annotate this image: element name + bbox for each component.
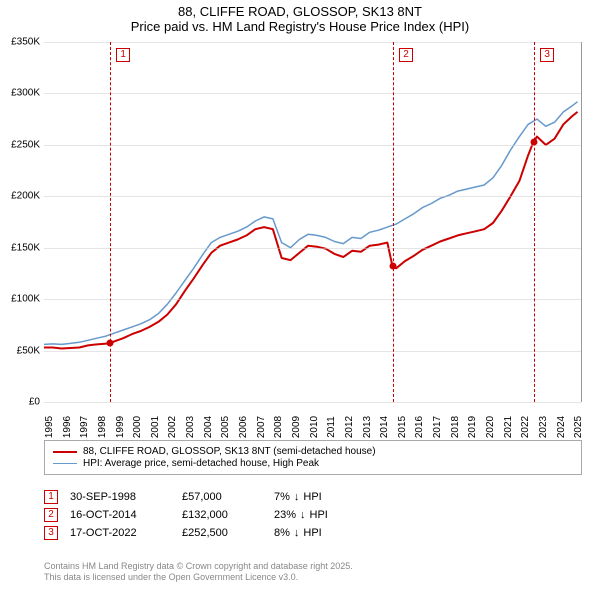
sale-marker-line xyxy=(534,42,535,402)
y-tick-label: £100K xyxy=(0,294,40,305)
sales-num-badge: 2 xyxy=(44,508,58,522)
arrow-down-icon: ↓ xyxy=(300,509,306,521)
sales-diff: 7% ↓HPI xyxy=(274,491,322,503)
x-tick-label: 2012 xyxy=(344,416,355,438)
x-tick-label: 2024 xyxy=(556,416,567,438)
footnote-line2: This data is licensed under the Open Gov… xyxy=(44,572,353,584)
x-tick-label: 1997 xyxy=(79,416,90,438)
x-tick-label: 2019 xyxy=(467,416,478,438)
x-tick-label: 1999 xyxy=(115,416,126,438)
sales-date: 16-OCT-2014 xyxy=(70,509,170,521)
sales-price: £57,000 xyxy=(182,491,262,503)
chart-title-main: 88, CLIFFE ROAD, GLOSSOP, SK13 8NT xyxy=(0,4,600,19)
sales-date: 17-OCT-2022 xyxy=(70,527,170,539)
x-tick-label: 2000 xyxy=(132,416,143,438)
gridline-h xyxy=(44,402,581,403)
gridline-h xyxy=(44,196,581,197)
legend-label: HPI: Average price, semi-detached house,… xyxy=(83,458,319,469)
sales-diff-pct: 7% xyxy=(274,491,290,503)
y-tick-label: £150K xyxy=(0,242,40,253)
sale-marker-dot xyxy=(390,263,397,270)
sales-diff-vs: HPI xyxy=(303,527,321,539)
legend-swatch xyxy=(53,463,77,464)
x-tick-label: 2001 xyxy=(150,416,161,438)
sales-row: 1 30-SEP-1998 £57,000 7% ↓HPI xyxy=(44,490,582,504)
sales-num-badge: 3 xyxy=(44,526,58,540)
chart-area: £0£50K£100K£150K£200K£250K£300K£350K1995… xyxy=(44,42,582,402)
gridline-h xyxy=(44,145,581,146)
x-tick-label: 2006 xyxy=(238,416,249,438)
sales-diff-pct: 23% xyxy=(274,509,296,521)
chart-title-sub: Price paid vs. HM Land Registry's House … xyxy=(0,19,600,34)
sale-marker-label: 2 xyxy=(399,48,413,62)
chart-svg xyxy=(44,42,581,402)
legend-swatch xyxy=(53,451,77,453)
sales-diff: 8% ↓HPI xyxy=(274,527,322,539)
footnote: Contains HM Land Registry data © Crown c… xyxy=(44,561,353,584)
gridline-h xyxy=(44,42,581,43)
x-tick-label: 2018 xyxy=(450,416,461,438)
legend-row: HPI: Average price, semi-detached house,… xyxy=(53,458,573,469)
sale-marker-line xyxy=(110,42,111,402)
gridline-h xyxy=(44,93,581,94)
x-tick-label: 1998 xyxy=(97,416,108,438)
x-tick-label: 2011 xyxy=(326,416,337,438)
legend-row: 88, CLIFFE ROAD, GLOSSOP, SK13 8NT (semi… xyxy=(53,446,573,457)
y-tick-label: £50K xyxy=(0,345,40,356)
x-tick-label: 2022 xyxy=(520,416,531,438)
sale-marker-line xyxy=(393,42,394,402)
x-tick-label: 2007 xyxy=(256,416,267,438)
sales-diff-vs: HPI xyxy=(303,491,321,503)
x-tick-label: 2016 xyxy=(414,416,425,438)
x-tick-label: 2008 xyxy=(273,416,284,438)
arrow-down-icon: ↓ xyxy=(294,527,300,539)
sales-table: 130-SEP-1998£57,0007%↓HPI216-OCT-2014£13… xyxy=(44,486,582,544)
x-tick-label: 2004 xyxy=(203,416,214,438)
x-tick-label: 2002 xyxy=(167,416,178,438)
sale-marker-label: 1 xyxy=(116,48,130,62)
y-tick-label: £250K xyxy=(0,139,40,150)
y-tick-label: £350K xyxy=(0,37,40,48)
legend-box: 88, CLIFFE ROAD, GLOSSOP, SK13 8NT (semi… xyxy=(44,440,582,475)
y-tick-label: £200K xyxy=(0,191,40,202)
x-tick-label: 2023 xyxy=(538,416,549,438)
sales-price: £252,500 xyxy=(182,527,262,539)
x-tick-label: 1996 xyxy=(62,416,73,438)
sales-diff: 23% ↓ HPI xyxy=(274,509,328,521)
y-tick-label: £300K xyxy=(0,88,40,99)
sales-num-badge: 1 xyxy=(44,490,58,504)
sales-diff-pct: 8% xyxy=(274,527,290,539)
sales-date: 30-SEP-1998 xyxy=(70,491,170,503)
x-tick-label: 2009 xyxy=(291,416,302,438)
sale-marker-dot xyxy=(107,340,114,347)
x-tick-label: 2005 xyxy=(220,416,231,438)
x-tick-label: 2021 xyxy=(503,416,514,438)
sale-marker-label: 3 xyxy=(540,48,554,62)
sales-price: £132,000 xyxy=(182,509,262,521)
gridline-h xyxy=(44,248,581,249)
sales-row: 2 16-OCT-2014 £132,000 23% ↓ HPI xyxy=(44,508,582,522)
sales-row: 3 17-OCT-2022 £252,500 8% ↓HPI xyxy=(44,526,582,540)
x-tick-label: 2020 xyxy=(485,416,496,438)
x-tick-label: 2015 xyxy=(397,416,408,438)
series-hpi xyxy=(44,102,578,345)
sale-marker-dot xyxy=(531,139,538,146)
chart-title-block: 88, CLIFFE ROAD, GLOSSOP, SK13 8NT Price… xyxy=(0,0,600,34)
gridline-h xyxy=(44,299,581,300)
gridline-h xyxy=(44,351,581,352)
x-tick-label: 2010 xyxy=(309,416,320,438)
y-tick-label: £0 xyxy=(0,397,40,408)
x-tick-label: 2013 xyxy=(362,416,373,438)
series-price_paid xyxy=(44,112,578,349)
x-tick-label: 2003 xyxy=(185,416,196,438)
legend-label: 88, CLIFFE ROAD, GLOSSOP, SK13 8NT (semi… xyxy=(83,446,376,457)
sales-diff-vs: HPI xyxy=(310,509,328,521)
arrow-down-icon: ↓ xyxy=(294,491,300,503)
x-tick-label: 2017 xyxy=(432,416,443,438)
x-tick-label: 2014 xyxy=(379,416,390,438)
x-tick-label: 1995 xyxy=(44,416,55,438)
footnote-line1: Contains HM Land Registry data © Crown c… xyxy=(44,561,353,573)
x-tick-label: 2025 xyxy=(573,416,584,438)
